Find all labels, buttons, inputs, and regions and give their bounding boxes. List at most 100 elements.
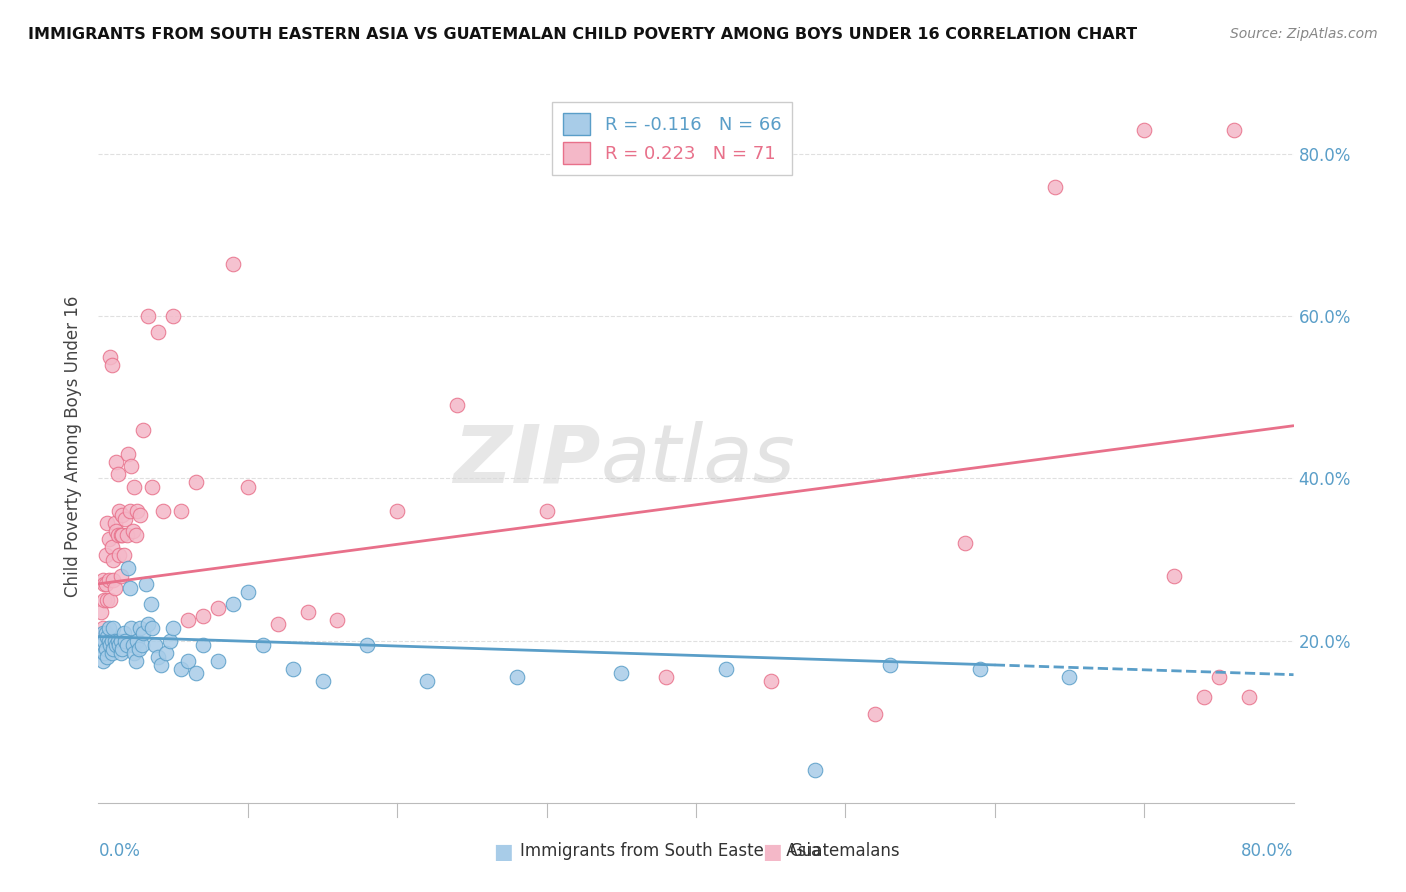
Point (297, 605, 319, 619)
Point (91, 654, 114, 668)
Point (125, 654, 148, 668)
Point (124, 646, 146, 660)
Point (108, 638, 131, 652)
Point (759, 674, 782, 689)
Text: Guatemalans: Guatemalans (789, 842, 900, 860)
Point (148, 326, 170, 340)
Point (93, 633, 115, 648)
Point (416, 674, 439, 689)
Point (184, 666, 207, 681)
Point (152, 504, 174, 518)
Point (132, 625, 155, 640)
Text: ■: ■ (762, 842, 782, 862)
Point (101, 541, 124, 555)
Point (117, 447, 139, 461)
Text: 0.0%: 0.0% (98, 842, 141, 860)
Point (124, 479, 146, 493)
Point (100, 350, 122, 364)
Point (104, 581, 127, 595)
Point (105, 524, 128, 538)
Point (96, 593, 118, 607)
Point (281, 662, 304, 676)
Text: IMMIGRANTS FROM SOUTH EASTERN ASIA VS GUATEMALAN CHILD POVERTY AMONG BOYS UNDER : IMMIGRANTS FROM SOUTH EASTERN ASIA VS GU… (28, 27, 1137, 42)
Point (110, 568, 132, 582)
Point (169, 504, 191, 518)
Point (162, 310, 184, 324)
Point (311, 674, 333, 689)
Text: ■: ■ (494, 842, 513, 862)
Point (184, 475, 207, 490)
Point (136, 310, 159, 324)
Point (111, 528, 134, 542)
Point (267, 617, 290, 632)
Point (114, 633, 136, 648)
Point (103, 573, 125, 587)
Point (148, 649, 170, 664)
Point (155, 646, 177, 660)
Point (127, 504, 149, 518)
Point (1163, 568, 1185, 582)
Point (222, 597, 245, 611)
Point (169, 662, 191, 676)
Point (879, 657, 901, 672)
Point (969, 662, 991, 676)
Point (162, 622, 184, 636)
Point (105, 638, 128, 652)
Point (107, 528, 129, 542)
Point (129, 508, 152, 522)
Point (91, 622, 114, 636)
Point (446, 399, 468, 413)
Point (104, 633, 127, 648)
Point (112, 549, 135, 563)
Point (141, 622, 163, 636)
Point (536, 504, 558, 518)
Point (1043, 179, 1066, 194)
Point (120, 459, 142, 474)
Point (96, 630, 118, 644)
Point (94, 549, 117, 563)
Point (107, 467, 129, 482)
Point (103, 641, 125, 656)
Point (236, 479, 259, 493)
Point (136, 617, 159, 632)
Point (104, 516, 127, 530)
Text: Immigrants from South Eastern Asia: Immigrants from South Eastern Asia (520, 842, 821, 860)
Point (100, 638, 122, 652)
Point (107, 633, 129, 648)
Point (97, 622, 120, 636)
Point (111, 508, 134, 522)
Point (506, 670, 529, 684)
Point (1208, 670, 1230, 684)
Point (118, 581, 141, 595)
Point (356, 638, 378, 652)
Point (91, 625, 114, 640)
Point (108, 549, 131, 563)
Point (129, 622, 152, 636)
Point (132, 423, 155, 437)
Point (150, 657, 173, 672)
Point (385, 504, 409, 518)
Point (93, 593, 115, 607)
Point (1223, 122, 1246, 136)
Point (125, 528, 148, 542)
Point (117, 560, 139, 574)
Legend: R = -0.116   N = 66, R = 0.223   N = 71: R = -0.116 N = 66, R = 0.223 N = 71 (553, 102, 792, 175)
Point (953, 536, 976, 550)
Point (252, 638, 274, 652)
Point (222, 256, 245, 270)
Point (127, 633, 149, 648)
Point (135, 577, 157, 591)
Point (97, 533, 120, 547)
Point (143, 638, 166, 652)
Point (112, 625, 135, 640)
Point (655, 670, 678, 684)
Point (108, 504, 131, 518)
Point (1059, 670, 1081, 684)
Point (101, 646, 124, 660)
Point (103, 552, 125, 566)
Point (94, 625, 117, 640)
Point (131, 638, 153, 652)
Point (94, 641, 117, 656)
Point (191, 638, 214, 652)
Point (115, 528, 138, 542)
